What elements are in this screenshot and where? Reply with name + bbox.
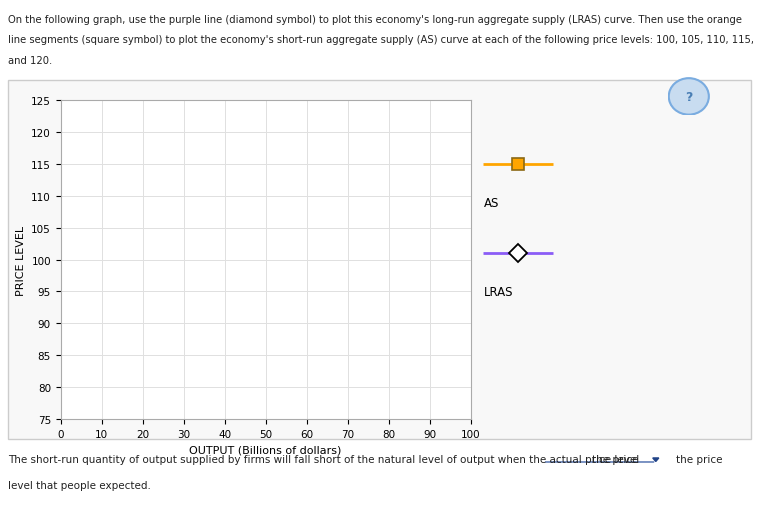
Text: The short-run quantity of output supplied by firms will fall short of the natura: The short-run quantity of output supplie… (8, 454, 639, 465)
Text: line segments (square symbol) to plot the economy's short-run aggregate supply (: line segments (square symbol) to plot th… (8, 35, 754, 45)
Text: the price: the price (676, 454, 722, 465)
Circle shape (669, 79, 709, 116)
Text: AS: AS (483, 196, 499, 210)
Text: LRAS: LRAS (483, 285, 513, 298)
Text: level that people expected.: level that people expected. (8, 480, 150, 490)
Y-axis label: PRICE LEVEL: PRICE LEVEL (16, 225, 26, 295)
Text: On the following graph, use the purple line (diamond symbol) to plot this econom: On the following graph, use the purple l… (8, 15, 742, 25)
Text: ?: ? (685, 91, 692, 104)
Text: and 120.: and 120. (8, 56, 52, 66)
X-axis label: OUTPUT (Billions of dollars): OUTPUT (Billions of dollars) (190, 444, 342, 454)
Text: the price: the price (592, 454, 638, 465)
